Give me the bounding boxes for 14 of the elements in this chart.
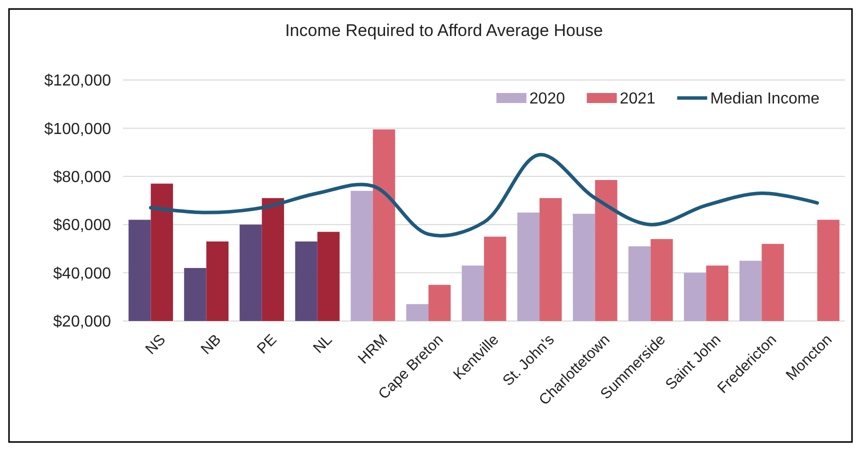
y-tick-label: $60,000 xyxy=(53,217,112,234)
legend-label: 2020 xyxy=(529,90,566,108)
y-tick-label: $120,000 xyxy=(44,72,112,90)
legend-label: Median Income xyxy=(710,90,820,108)
x-tick-label: NL xyxy=(310,331,336,357)
y-tick-label: $20,000 xyxy=(53,314,112,331)
chart-title: Income Required to Afford Average House xyxy=(285,21,603,40)
x-tick-label: NB xyxy=(198,331,225,358)
y-tick-label: $100,000 xyxy=(44,120,112,138)
y-tick-label: $40,000 xyxy=(53,265,112,282)
y-tick-label: $80,000 xyxy=(53,169,112,186)
x-tick-label: PE xyxy=(254,331,280,358)
x-tick-label: NS xyxy=(142,331,170,358)
legend-label: 2021 xyxy=(620,90,656,108)
